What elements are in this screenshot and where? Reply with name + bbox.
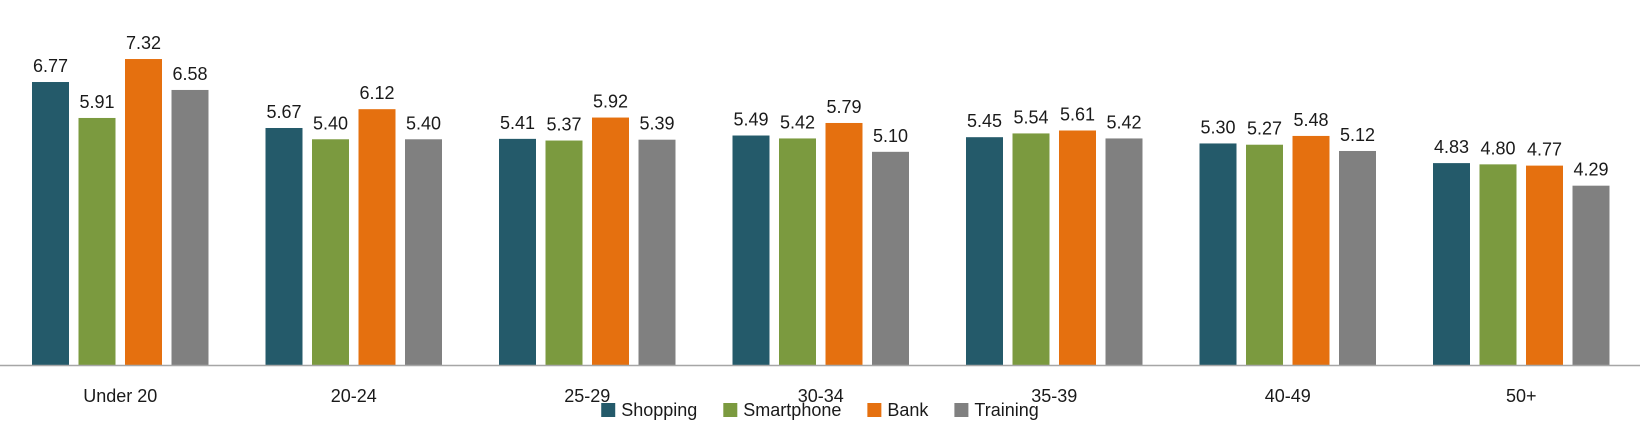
bar-smartphone-35-39	[1012, 133, 1050, 365]
value-label-smartphone-25-29: 5.37	[546, 115, 581, 135]
bar-bank-30-34	[825, 122, 863, 365]
value-label-shopping-50: 4.83	[1434, 137, 1469, 157]
bar-shopping-35-39	[966, 137, 1003, 365]
bar-smartphone-under-20	[78, 117, 116, 365]
category-labels-group: Under 20 20-24 25-29 30-34 35-39 40-49 50+	[83, 386, 1536, 406]
value-label-bank-under-20: 7.32	[126, 33, 161, 53]
bar-smartphone-40-49	[1246, 144, 1283, 365]
category-label-20-24: 20-24	[331, 386, 377, 406]
category-label-40-49: 40-49	[1265, 386, 1311, 406]
legend-label-smartphone: Smartphone	[743, 400, 841, 420]
bar-training-35-39	[1105, 138, 1143, 365]
value-label-bank-30-34: 5.79	[826, 97, 861, 117]
value-label-smartphone-30-34: 5.42	[780, 112, 815, 132]
bar-training-25-29	[638, 139, 676, 365]
bar-shopping-25-29	[499, 138, 536, 365]
bar-smartphone-20-24	[312, 139, 349, 365]
bar-smartphone-25-29	[545, 140, 583, 365]
value-label-bank-35-39: 5.61	[1060, 105, 1095, 125]
bar-smartphone-50	[1479, 164, 1517, 365]
value-label-training-50: 4.29	[1573, 160, 1608, 180]
value-label-bank-50: 4.77	[1527, 140, 1562, 160]
bar-bank-20-24	[358, 109, 396, 366]
bar-shopping-30-34	[732, 135, 770, 365]
value-label-smartphone-35-39: 5.54	[1013, 107, 1048, 127]
value-label-training-20-24: 5.40	[406, 113, 441, 133]
legend-swatch-bank	[867, 403, 882, 417]
category-label-50: 50+	[1506, 386, 1537, 406]
value-label-shopping-35-39: 5.45	[967, 111, 1002, 131]
bar-smartphone-30-34	[779, 138, 816, 365]
legend-label-shopping: Shopping	[621, 400, 697, 420]
value-label-shopping-30-34: 5.49	[733, 110, 768, 130]
bar-training-under-20	[171, 89, 209, 366]
value-label-smartphone-50: 4.80	[1480, 138, 1515, 158]
value-labels-group: 6.77 5.91 7.32 6.58 5.67 5.40 6.12 5.40 5.41 5.37…	[33, 33, 1609, 180]
bar-shopping-40-49	[1199, 143, 1237, 365]
value-label-smartphone-20-24: 5.40	[313, 113, 348, 133]
bar-training-30-34	[872, 151, 909, 365]
category-label-35-39: 35-39	[1031, 386, 1077, 406]
value-label-bank-40-49: 5.48	[1293, 110, 1328, 130]
legend: Shopping Smartphone Bank Training	[601, 400, 1039, 420]
bar-bank-35-39	[1059, 130, 1096, 365]
legend-swatch-shopping	[601, 403, 616, 417]
bar-training-50	[1572, 185, 1610, 365]
bar-bank-25-29	[592, 117, 629, 365]
value-label-shopping-40-49: 5.30	[1200, 117, 1235, 137]
bars-group	[32, 59, 1610, 366]
legend-label-training: Training	[974, 400, 1038, 420]
bar-bank-40-49	[1292, 135, 1330, 365]
category-label-under-20: Under 20	[83, 386, 157, 406]
legend-swatch-training	[954, 403, 969, 417]
bar-shopping-50	[1433, 163, 1470, 365]
legend-swatch-smartphone	[723, 403, 738, 417]
value-label-shopping-under-20: 6.77	[33, 56, 68, 76]
value-label-smartphone-40-49: 5.27	[1247, 119, 1282, 139]
value-label-training-under-20: 6.58	[172, 64, 207, 84]
value-label-shopping-25-29: 5.41	[500, 113, 535, 133]
bar-training-20-24	[405, 139, 442, 365]
value-label-training-40-49: 5.12	[1340, 125, 1375, 145]
category-label-25-29: 25-29	[564, 386, 610, 406]
value-label-bank-20-24: 6.12	[359, 83, 394, 103]
value-label-shopping-20-24: 5.67	[266, 102, 301, 122]
value-label-training-30-34: 5.10	[873, 126, 908, 146]
bar-bank-50	[1526, 165, 1563, 365]
bar-shopping-under-20	[32, 82, 69, 365]
value-label-training-35-39: 5.42	[1106, 112, 1141, 132]
bar-training-40-49	[1339, 150, 1376, 365]
value-label-bank-25-29: 5.92	[593, 92, 628, 112]
legend-label-bank: Bank	[887, 400, 929, 420]
bar-shopping-20-24	[265, 127, 303, 365]
category-label-30-34: 30-34	[798, 386, 844, 406]
value-label-training-25-29: 5.39	[639, 114, 674, 134]
bar-bank-under-20	[125, 59, 162, 366]
value-label-smartphone-under-20: 5.91	[79, 92, 114, 112]
